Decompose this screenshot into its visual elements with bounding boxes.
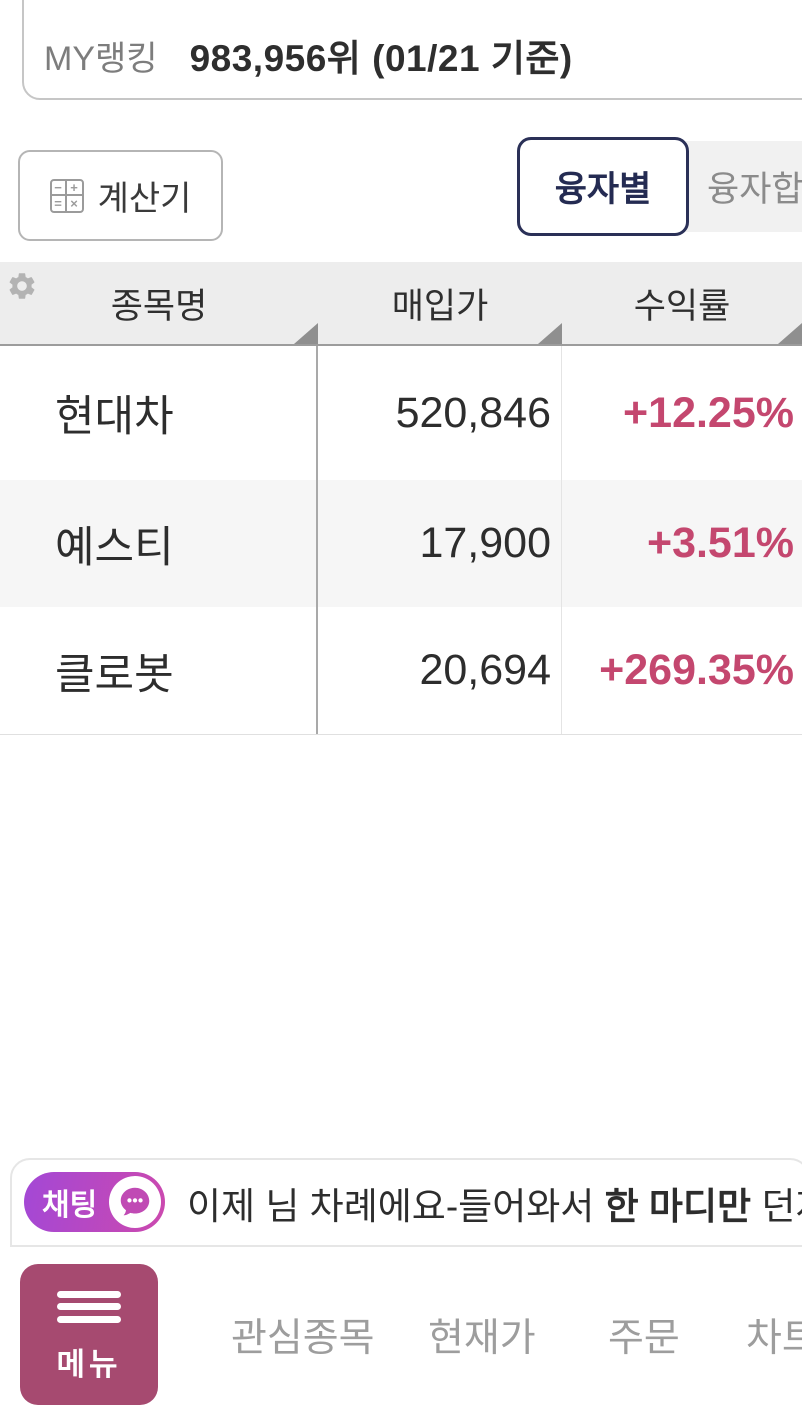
calc-equals: = — [52, 195, 67, 211]
stock-name: 예스티 — [0, 480, 318, 607]
my-ranking-label: MY랭킹 — [44, 39, 158, 78]
table-header: 종목명 매입가 수익률 — [0, 262, 802, 346]
column-header-rate[interactable]: 수익률 — [633, 286, 731, 326]
calculator-icon: − + = × — [49, 178, 84, 213]
nav-item-chart[interactable]: 차트 — [746, 1317, 802, 1360]
table-row[interactable]: 현대차 520,846 +12.25% — [0, 346, 802, 480]
calc-plus: + — [66, 181, 82, 196]
chat-badge-label: 채팅 — [42, 1189, 98, 1222]
nav-item-order[interactable]: 주문 — [608, 1317, 680, 1360]
holdings-table: 현대차 520,846 +12.25% 예스티 17,900 +3.51% 클로… — [0, 346, 802, 735]
calculator-button[interactable]: − + = × 계산기 — [18, 150, 223, 241]
nav-item-current-price[interactable]: 현재가 — [428, 1317, 536, 1360]
column-resize-handle[interactable] — [294, 323, 318, 344]
column-resize-handle[interactable] — [778, 323, 802, 344]
column-header-price[interactable]: 매입가 — [391, 286, 489, 326]
hamburger-icon — [57, 1285, 121, 1328]
table-row[interactable]: 클로봇 20,694 +269.35% — [0, 607, 802, 735]
table-row[interactable]: 예스티 17,900 +3.51% — [0, 480, 802, 607]
chat-message-post: 던져보 — [761, 1185, 802, 1227]
chat-message-bold: 한 마디만 — [604, 1185, 752, 1227]
chat-message-pre: 이제 님 차례에요-들어와서 — [187, 1185, 605, 1227]
tab-yungja-byeol[interactable]: 융자별 — [517, 137, 689, 236]
calculator-button-label: 계산기 — [97, 180, 192, 218]
menu-button[interactable]: 메뉴 — [20, 1264, 158, 1405]
calc-minus: − — [51, 180, 67, 196]
gear-icon[interactable] — [6, 270, 38, 302]
nav-item-watchlist[interactable]: 관심종목 — [231, 1317, 375, 1360]
chat-banner[interactable]: 채팅 이제 님 차례에요-들어와서 한 마디만 던져보 — [10, 1158, 802, 1247]
return-rate: +12.25% — [623, 388, 794, 437]
purchase-price: 20,694 — [318, 607, 562, 734]
chat-bubble-icon — [109, 1176, 161, 1228]
purchase-price: 17,900 — [318, 480, 562, 607]
tab-inactive-label: 융자합 — [707, 170, 802, 209]
my-ranking-value: 983,956위 (01/21 기준) — [189, 38, 573, 79]
stock-name: 현대차 — [0, 346, 318, 480]
menu-button-label: 메뉴 — [56, 1347, 122, 1382]
my-ranking-card: MY랭킹 983,956위 (01/21 기준) — [22, 0, 802, 100]
tab-yungja-hap[interactable]: 융자합 — [683, 141, 802, 232]
tab-active-label: 융자별 — [554, 170, 652, 209]
bottom-navigation: 메뉴 관심종목 현재가 주문 차트 — [0, 1247, 802, 1408]
return-rate: +269.35% — [599, 646, 794, 694]
column-resize-handle[interactable] — [538, 323, 562, 344]
return-rate: +3.51% — [646, 519, 794, 567]
chat-message: 이제 님 차례에요-들어와서 한 마디만 던져보 — [187, 1160, 802, 1245]
purchase-price: 520,846 — [318, 346, 562, 480]
column-header-name[interactable]: 종목명 — [110, 286, 208, 326]
chat-badge[interactable]: 채팅 — [24, 1172, 165, 1232]
calc-multiply: × — [70, 195, 78, 211]
stock-name: 클로봇 — [0, 607, 318, 734]
